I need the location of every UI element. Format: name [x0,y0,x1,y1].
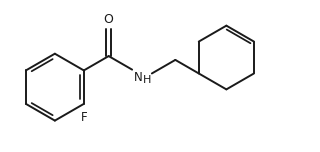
Text: H: H [143,75,152,85]
Text: O: O [104,13,114,26]
Text: N: N [133,71,142,84]
Text: F: F [81,111,87,124]
